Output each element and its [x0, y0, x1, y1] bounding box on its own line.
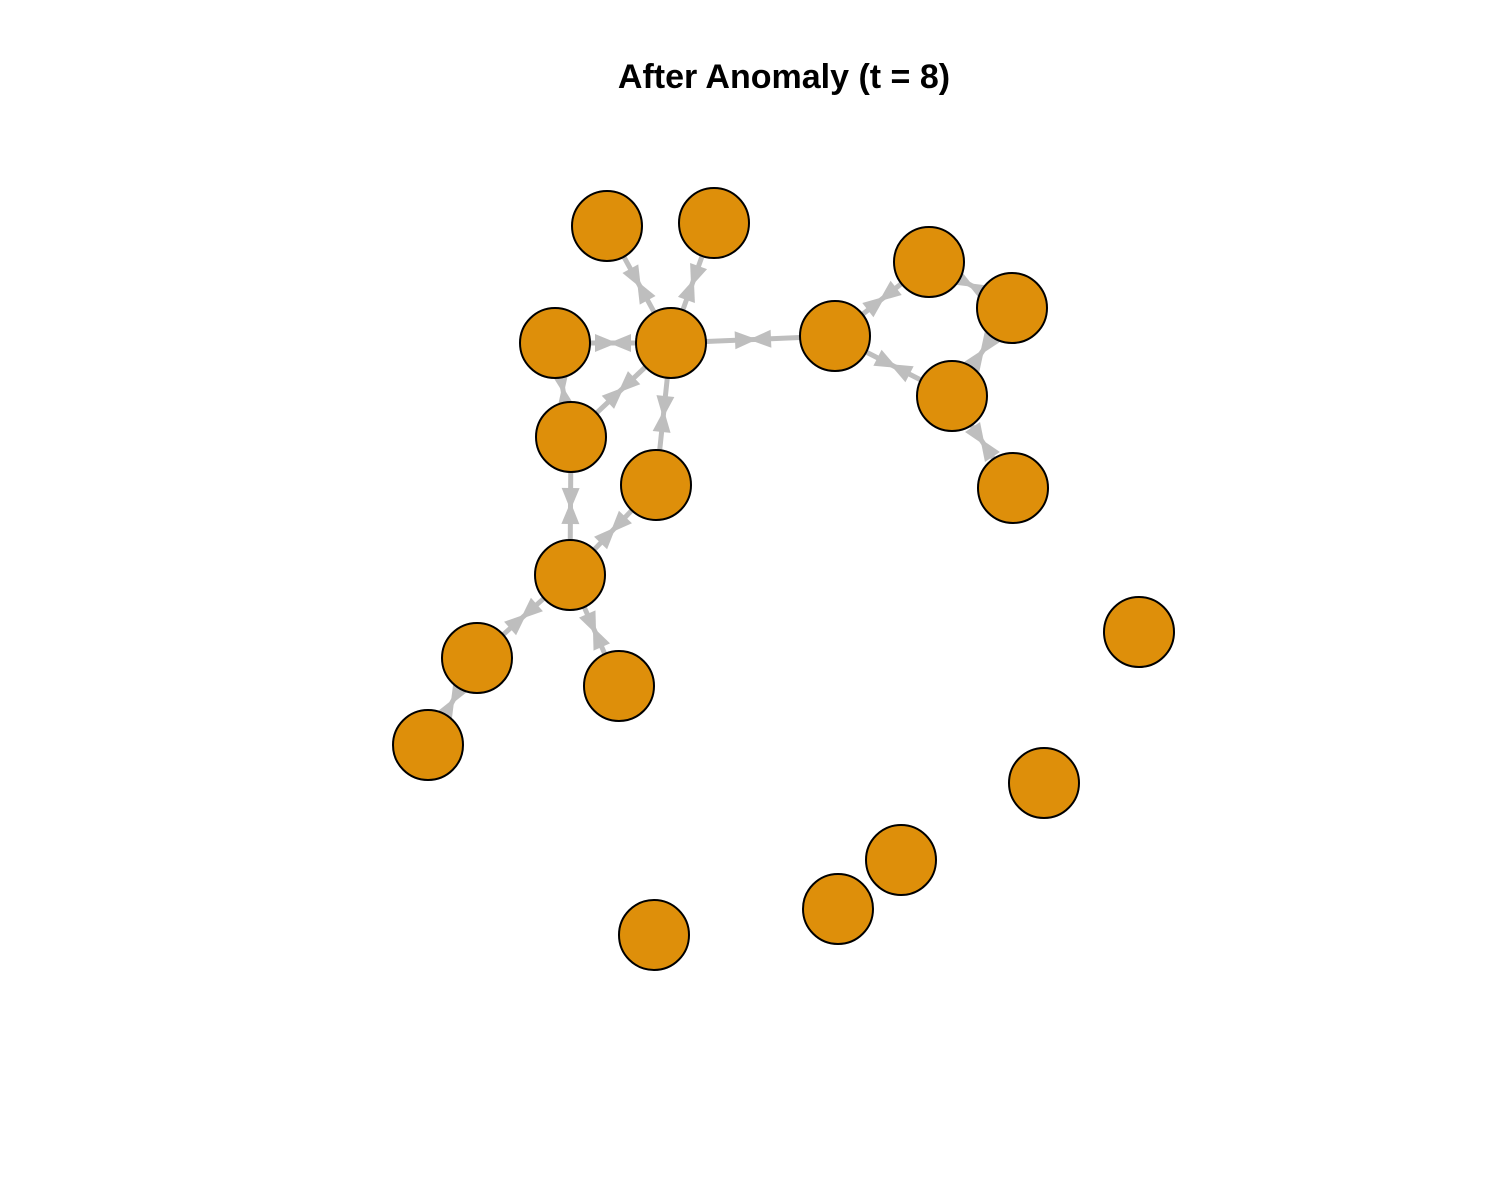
edge-arrowhead: [622, 264, 641, 289]
graph-node-19: [802, 873, 874, 945]
edge-arrowhead: [520, 597, 543, 620]
edge-6-8: [578, 604, 611, 657]
edge-0-2: [621, 254, 657, 315]
edge-12-13: [964, 332, 1000, 372]
edge-arrowhead: [749, 329, 772, 348]
graph-node-14: [916, 360, 988, 432]
edge-2-4: [594, 364, 648, 416]
graph-node-12: [893, 226, 965, 298]
edge-arrowhead: [873, 349, 898, 368]
edge-arrowhead: [677, 279, 695, 303]
edge-10-13: [863, 349, 924, 383]
edge-layer: [435, 253, 1000, 722]
graph-node-5: [535, 401, 607, 473]
graph-node-3: [635, 307, 707, 379]
node-layer: [392, 187, 1175, 971]
edge-6-7: [500, 595, 547, 638]
edge-4-6: [561, 469, 580, 543]
edge-arrowhead: [578, 610, 597, 635]
edge-5-6: [591, 507, 635, 553]
edge-arrowhead: [601, 387, 624, 409]
edge-arrowhead: [965, 422, 985, 446]
graph-node-7: [534, 539, 606, 611]
edge-arrowhead: [980, 438, 1000, 462]
graph-node-9: [583, 650, 655, 722]
graph-node-18: [865, 824, 937, 896]
edge-arrowhead: [561, 487, 580, 510]
graph-node-1: [571, 190, 643, 262]
graph-node-11: [799, 300, 871, 372]
graph-node-2: [678, 187, 750, 259]
edge-arrowhead: [734, 331, 757, 350]
edge-3-2: [587, 334, 639, 352]
edge-arrowhead: [889, 364, 914, 383]
edge-arrowhead: [690, 263, 708, 287]
graph-node-20: [618, 899, 690, 971]
graph-node-15: [977, 452, 1049, 524]
edge-13-14: [965, 422, 1000, 462]
edge-arrowhead: [435, 698, 455, 722]
edge-arrowhead: [979, 332, 1000, 356]
edge-arrowhead: [656, 395, 675, 418]
edge-arrowhead: [504, 613, 527, 636]
edge-7-9: [435, 681, 470, 722]
edge-arrowhead: [594, 527, 616, 550]
edge-arrowhead: [609, 334, 631, 352]
edge-1-2: [677, 253, 708, 313]
graph-node-10: [392, 709, 464, 781]
plot-title: After Anomaly (t = 8): [617, 58, 951, 96]
edge-arrowhead: [878, 280, 902, 302]
edge-arrowhead: [637, 280, 656, 305]
graph-node-8: [441, 622, 513, 694]
edge-arrowhead: [964, 348, 985, 372]
edge-arrowhead: [595, 334, 617, 352]
edge-arrowhead: [862, 296, 886, 318]
edge-arrowhead: [618, 371, 641, 393]
edge-arrowhead: [652, 410, 671, 433]
graph-node-17: [1008, 747, 1080, 819]
graph-node-16: [1103, 596, 1175, 668]
edge-2-10: [703, 329, 803, 350]
edge-arrowhead: [592, 626, 611, 651]
edge-2-5: [652, 375, 675, 453]
graph-node-4: [519, 307, 591, 379]
edge-arrowhead: [561, 502, 580, 525]
edge-10-11: [860, 280, 904, 318]
graph-node-6: [620, 449, 692, 521]
graph-node-13: [976, 272, 1048, 344]
edge-arrowhead: [450, 681, 470, 705]
